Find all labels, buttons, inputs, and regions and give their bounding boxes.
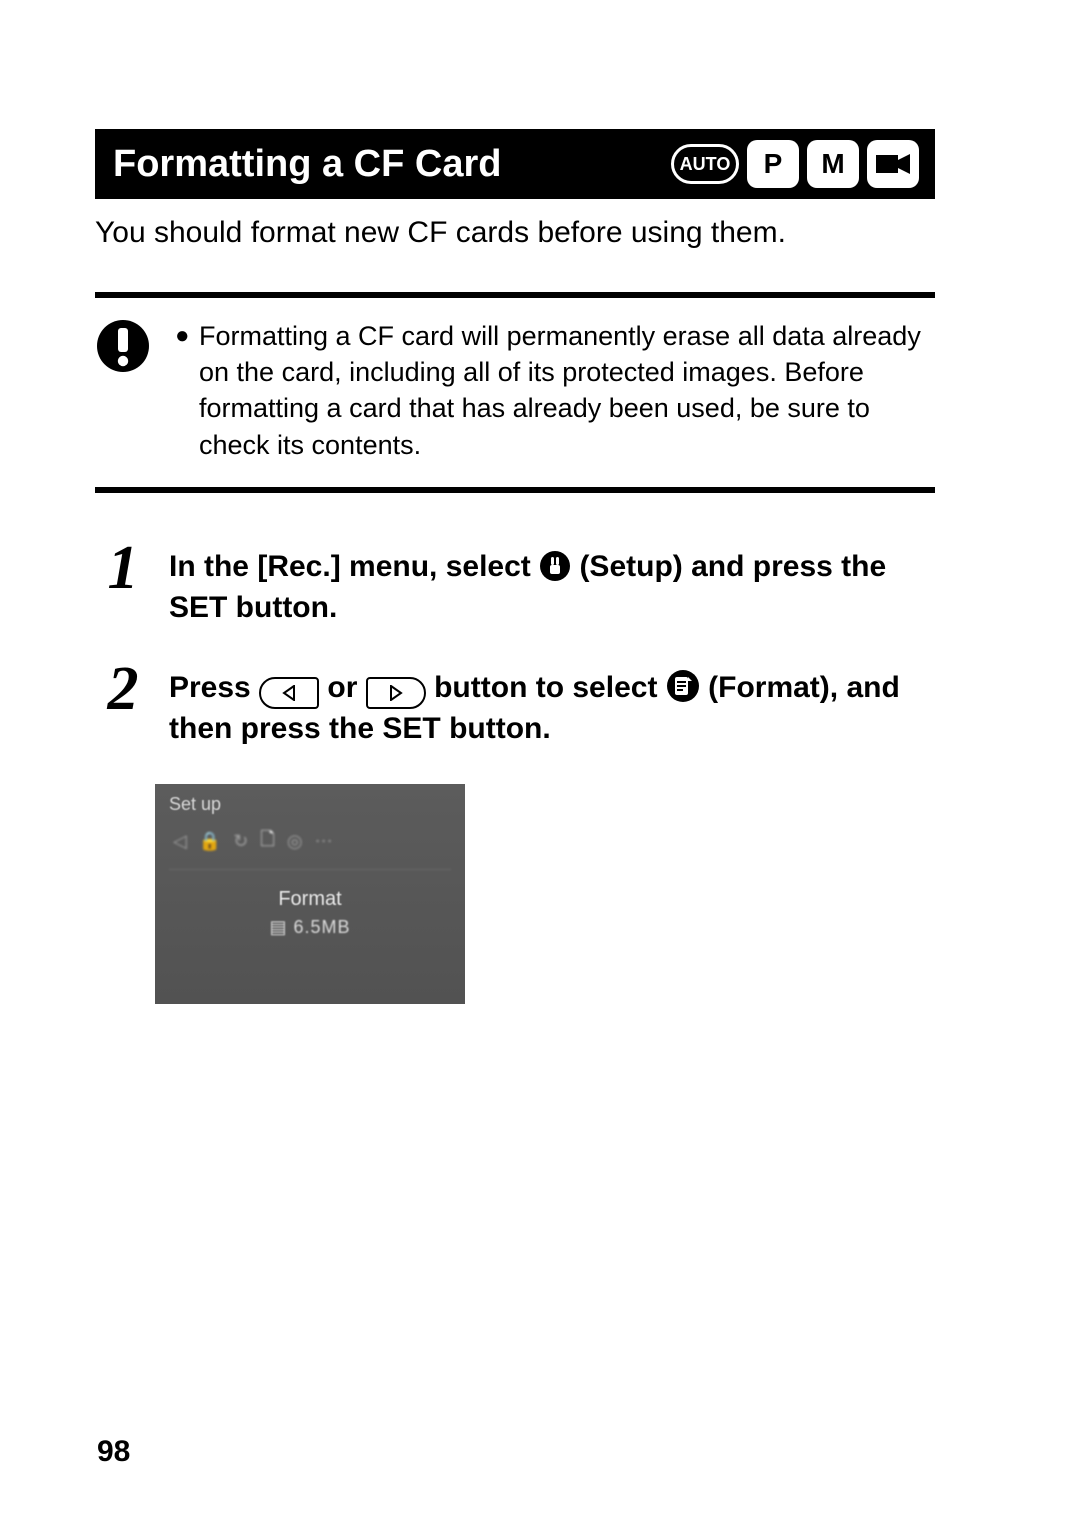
steps-list: 1 In the [Rec.] menu, select (Setup) and… — [95, 541, 935, 750]
step-2-body: Press or button to select — [169, 662, 935, 750]
warning-block: ● Formatting a CF card will permanently … — [95, 292, 935, 494]
step-1-body: In the [Rec.] menu, select (Setup) and p… — [169, 541, 935, 628]
lcd-icon-6: ⋯ — [315, 831, 333, 852]
mode-m-badge: M — [807, 140, 859, 188]
intro-text: You should format new CF cards before us… — [95, 213, 935, 254]
lcd-icon-2: 🔒 — [199, 831, 221, 852]
bullet-icon: ● — [175, 318, 199, 464]
format-icon — [666, 669, 700, 703]
left-arrow-button-icon — [259, 677, 319, 709]
step-2: 2 Press or button to select — [95, 662, 935, 750]
lcd-size-row: ▤ 6.5MB — [169, 917, 451, 938]
content-area: Formatting a CF Card AUTO P M You should… — [95, 129, 935, 1004]
section-title-bar: Formatting a CF Card AUTO P M — [95, 129, 935, 199]
lcd-icon-4-selected: 🗋 — [260, 827, 274, 857]
caution-icon — [95, 318, 151, 464]
lcd-title: Set up — [169, 794, 451, 815]
mode-movie-badge — [867, 140, 919, 188]
step-1: 1 In the [Rec.] menu, select (Setup) and… — [95, 541, 935, 628]
lcd-format-label: Format — [169, 888, 451, 911]
warning-text: Formatting a CF card will permanently er… — [199, 318, 935, 464]
lcd-icon-row: ◁ 🔒 ↻ 🗋 ◎ ⋯ — [169, 823, 451, 870]
mode-auto-badge: AUTO — [671, 144, 739, 184]
setup-icon — [539, 550, 571, 582]
page-number: 98 — [97, 1435, 130, 1469]
warning-text-wrap: ● Formatting a CF card will permanently … — [175, 318, 935, 464]
step-1-number: 1 — [95, 541, 151, 628]
step-2-text-press: Press — [169, 671, 259, 704]
manual-page: Formatting a CF Card AUTO P M You should… — [0, 0, 1080, 1521]
section-title: Formatting a CF Card — [113, 143, 501, 186]
cf-chip-icon: ▤ — [269, 917, 293, 937]
camera-lcd-screenshot: Set up ◁ 🔒 ↻ 🗋 ◎ ⋯ Format ▤ 6.5MB — [155, 784, 465, 1004]
right-arrow-button-icon — [366, 677, 426, 709]
lcd-icon-5: ◎ — [287, 831, 303, 852]
lcd-icon-3: ↻ — [233, 831, 248, 852]
lcd-icon-1: ◁ — [173, 831, 187, 852]
mode-icon-row: AUTO P M — [671, 140, 919, 188]
step-2-number: 2 — [95, 662, 151, 750]
step-2-text-or: or — [327, 671, 365, 704]
step-2-text-select: button to select — [434, 671, 666, 704]
lcd-size-label: 6.5MB — [293, 917, 350, 937]
lcd-body: Format ▤ 6.5MB — [169, 888, 451, 938]
step-1-text-a: In the [Rec.] menu, select — [169, 550, 539, 583]
mode-p-badge: P — [747, 140, 799, 188]
